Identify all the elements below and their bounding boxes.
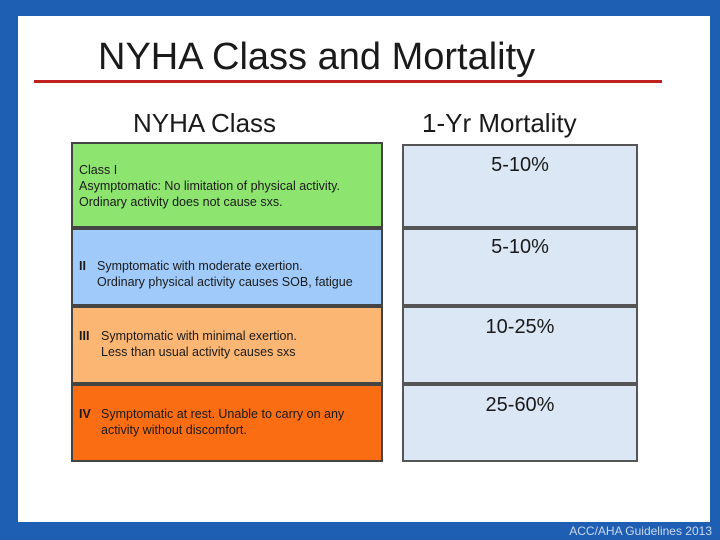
class-2-mortality: 5-10% [402,228,638,306]
class-3-desc-line1: Symptomatic with minimal exertion. [101,329,297,343]
class-1-desc-line2: Ordinary activity does not cause sxs. [79,195,283,209]
column-header-nyha-class: NYHA Class [133,108,277,138]
class-2-box: II Symptomatic with moderate exertion. Or… [71,228,383,306]
class-4-mortality: 25-60% [402,384,638,462]
class-2-roman: II [79,259,86,273]
class-4-roman: IV [79,407,91,421]
class-3-desc-line2: Less than usual activity causes sxs [101,345,296,359]
class-4-desc-line2: activity without discomfort. [101,423,247,437]
column-header-mortality: 1-Yr Mortality [422,108,577,138]
class-3-box: III Symptomatic with minimal exertion. Le… [71,306,383,384]
class-2-desc-line2: Ordinary physical activity causes SOB, f… [97,275,353,289]
class-4-box: IV Symptomatic at rest. Unable to carry o… [71,384,383,462]
class-1-label: Class I [79,163,118,177]
class-1-mortality: 5-10% [402,144,638,228]
source-citation: ACC/AHA Guidelines 2013 [569,524,712,538]
slide: NYHA Class and Mortality NYHA Class 1-Yr… [18,16,710,522]
class-1-box: Class I Asymptomatic: No limitation of p… [71,142,383,228]
slide-title: NYHA Class and Mortality [98,36,536,78]
class-3-roman: III [79,329,90,343]
title-underline [34,80,662,83]
class-2-desc-line1: Symptomatic with moderate exertion. [97,259,303,273]
class-3-mortality: 10-25% [402,306,638,384]
class-4-desc-line1: Symptomatic at rest. Unable to carry on … [101,407,345,421]
class-1-desc-line1: Asymptomatic: No limitation of physical … [79,179,340,193]
